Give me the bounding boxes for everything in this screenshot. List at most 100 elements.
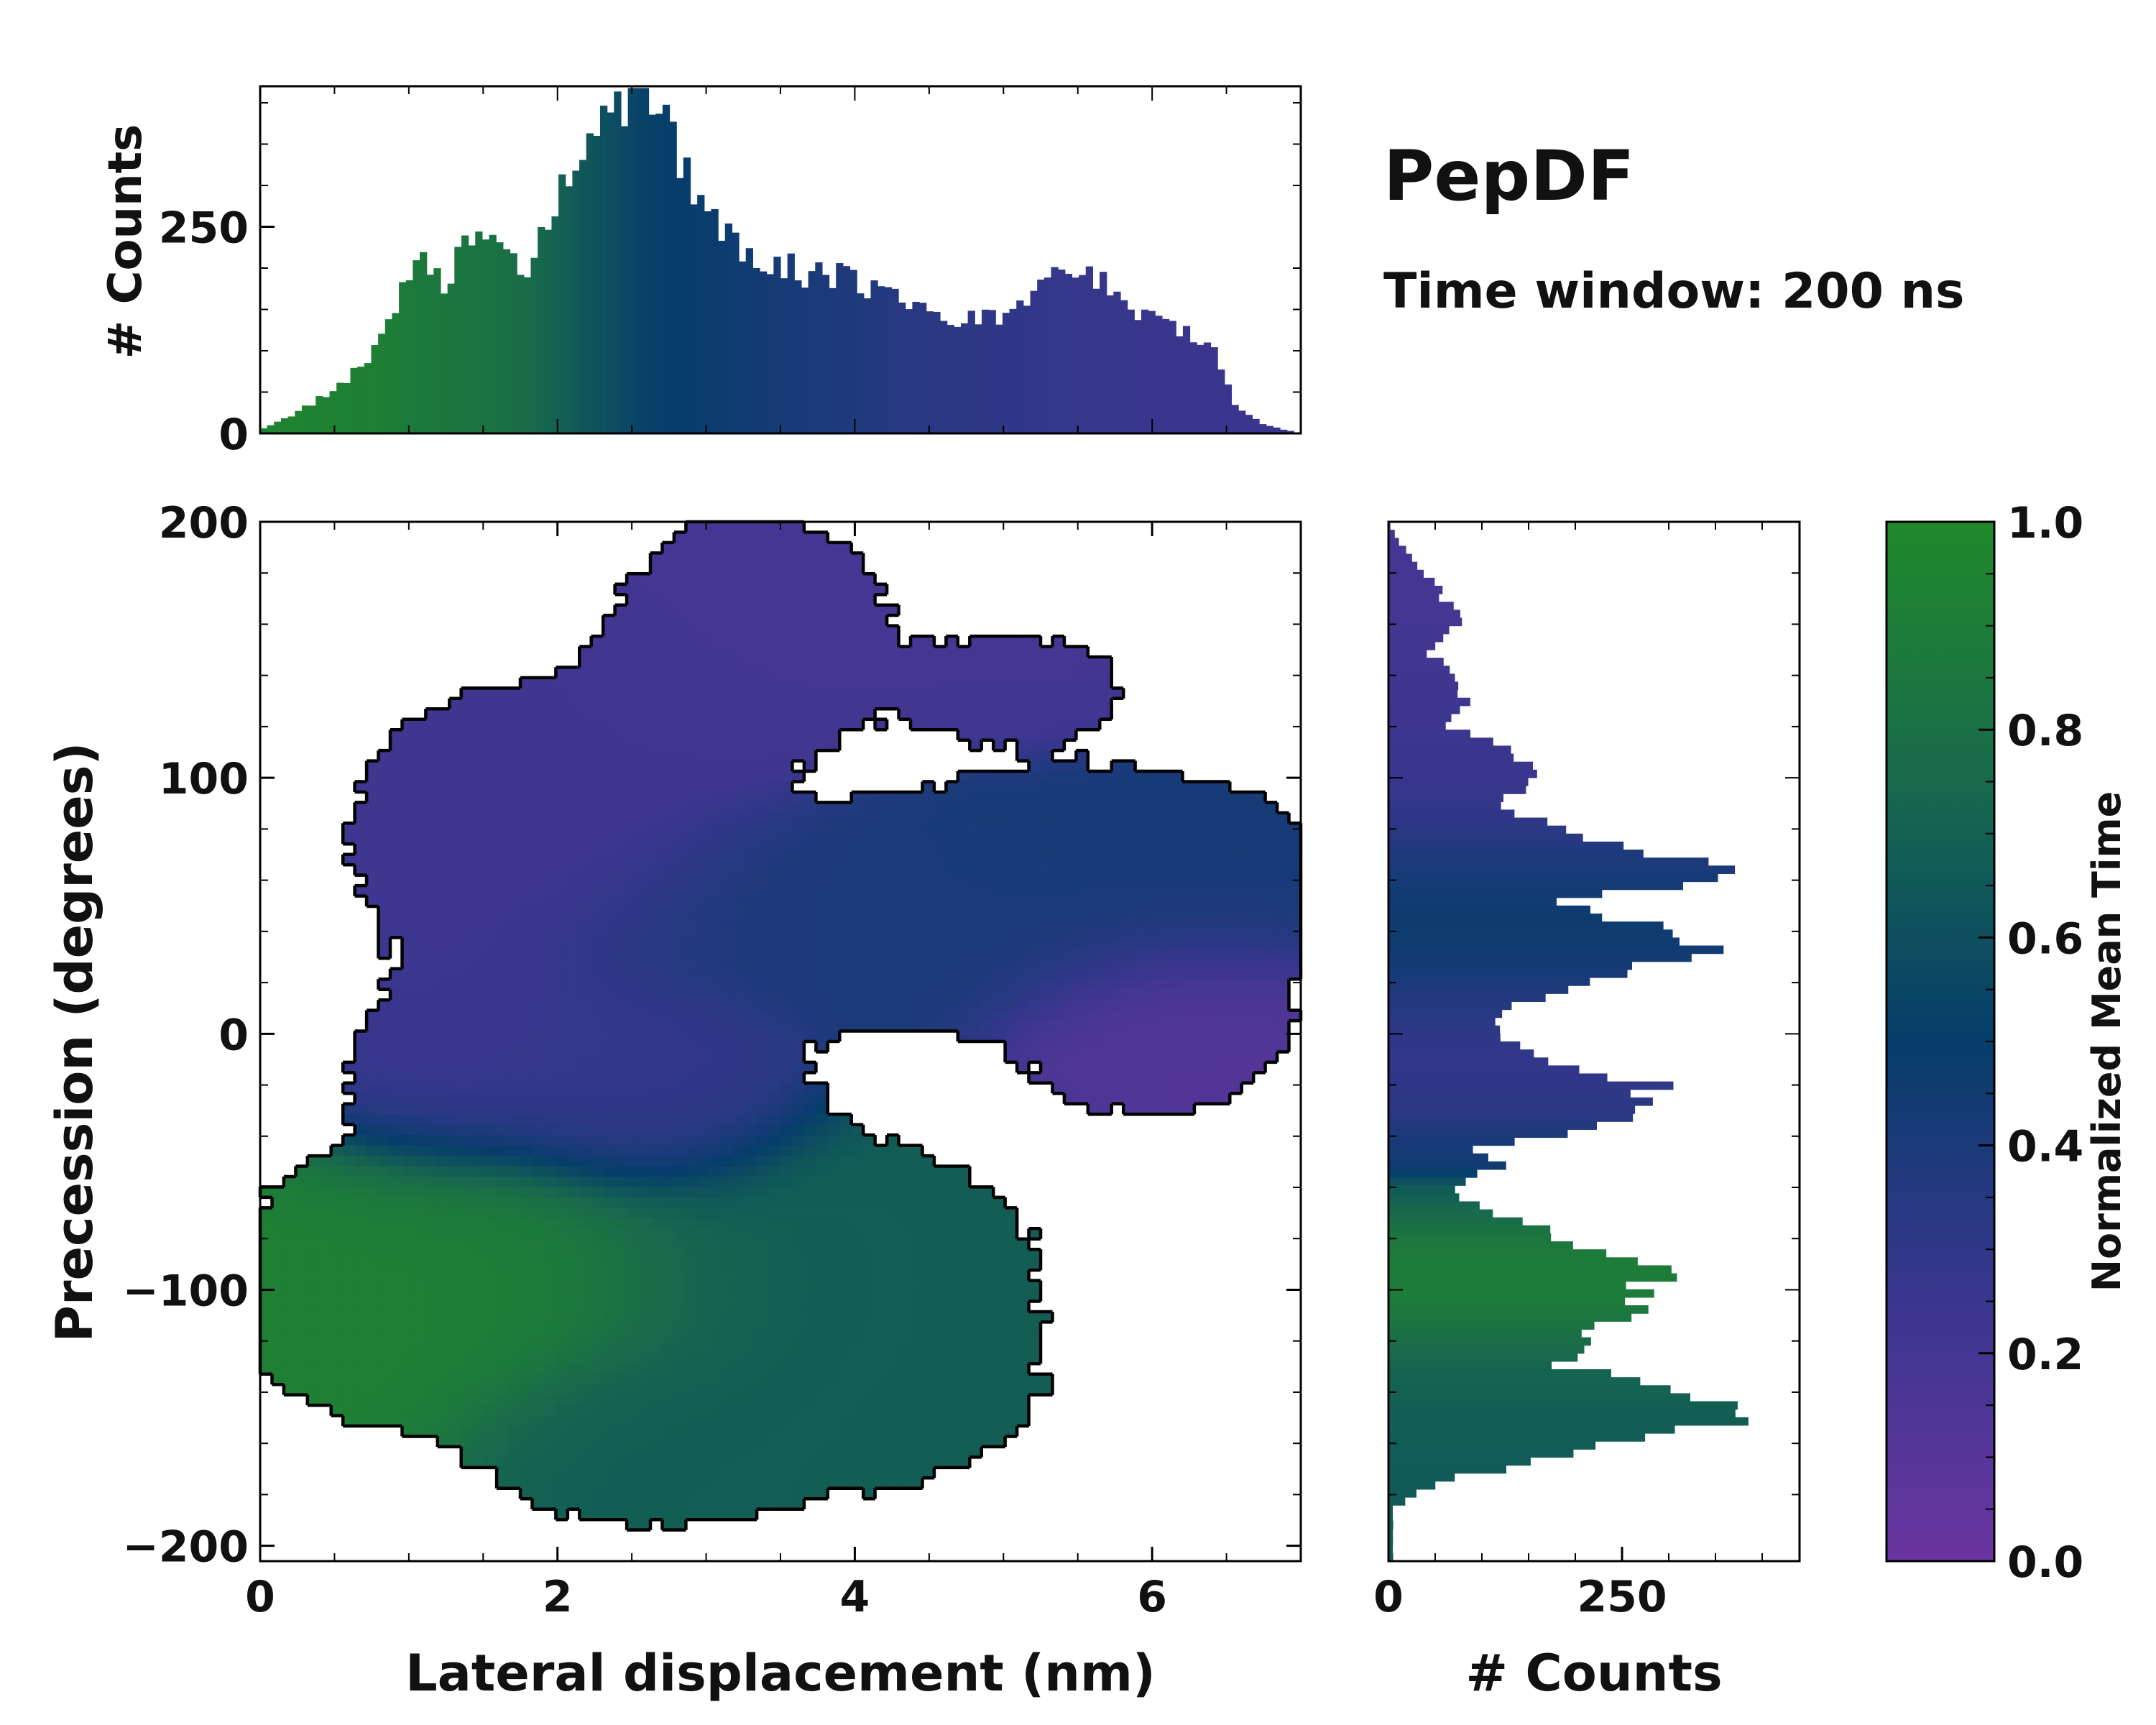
heatmap-cell xyxy=(887,1238,900,1250)
heatmap-cell xyxy=(1064,730,1077,741)
heatmap-cell xyxy=(662,750,675,762)
heatmap-cell xyxy=(721,698,734,709)
heatmap-cell xyxy=(898,896,911,907)
heatmap-cell xyxy=(425,791,438,804)
heatmap-cell xyxy=(591,1052,604,1063)
heatmap-cell xyxy=(579,875,592,886)
heatmap-cell xyxy=(733,1228,746,1240)
heatmap-cell xyxy=(1076,968,1089,980)
heatmap-cell xyxy=(354,1041,367,1053)
heatmap-cell xyxy=(887,875,900,886)
heatmap-cell xyxy=(402,886,415,897)
heatmap-cell xyxy=(473,698,486,709)
heatmap-cell xyxy=(425,771,438,783)
heatmap-cell xyxy=(662,1021,675,1032)
heatmap-cell xyxy=(721,906,734,918)
heatmap-cell xyxy=(768,1156,781,1167)
heatmap-cell xyxy=(449,791,462,804)
heatmap-cell xyxy=(543,1249,556,1261)
heatmap-cell xyxy=(567,1062,580,1073)
heatmap-cell xyxy=(946,1259,959,1271)
heatmap-cell xyxy=(981,958,994,970)
heatmap-cell xyxy=(922,1332,935,1343)
heatmap-cell xyxy=(567,1280,580,1292)
heatmap-cell xyxy=(957,1280,970,1292)
heatmap-cell xyxy=(614,1031,627,1042)
heatmap-cell xyxy=(367,1343,379,1354)
heatmap-cell xyxy=(768,688,781,699)
heatmap-cell xyxy=(508,823,521,834)
heatmap-cell xyxy=(638,1093,651,1105)
heatmap-cell xyxy=(473,937,486,949)
heatmap-cell xyxy=(508,688,521,699)
heatmap-cell xyxy=(803,688,816,699)
heatmap-cell xyxy=(1005,958,1018,970)
heatmap-cell xyxy=(295,1187,308,1198)
heatmap-cell xyxy=(863,1238,876,1250)
heatmap-cell xyxy=(827,979,840,990)
heatmap-cell xyxy=(780,989,793,1000)
heatmap-cell xyxy=(627,740,640,751)
heatmap-cell xyxy=(638,1353,651,1364)
heatmap-cell xyxy=(413,750,426,762)
heatmap-cell xyxy=(367,1208,379,1219)
heatmap-cell xyxy=(721,1082,734,1094)
heatmap-cell xyxy=(934,926,946,938)
heatmap-cell xyxy=(697,688,710,699)
heatmap-cell xyxy=(461,937,474,949)
heatmap-cell xyxy=(413,1374,426,1385)
heatmap-cell xyxy=(1206,989,1219,1000)
heatmap-cell xyxy=(887,1332,900,1343)
heatmap-cell xyxy=(1017,926,1030,938)
heatmap-cell xyxy=(709,1343,722,1354)
heatmap-cell xyxy=(1064,875,1077,886)
heatmap-cell xyxy=(863,979,876,990)
heatmap-cell xyxy=(1158,812,1171,824)
heatmap-cell xyxy=(686,677,699,689)
heatmap-cell xyxy=(532,688,545,699)
top-histogram-bar xyxy=(1016,300,1024,433)
heatmap-cell xyxy=(638,1135,651,1146)
heatmap-cell xyxy=(1217,979,1230,990)
heatmap-cell xyxy=(508,1031,521,1042)
heatmap-cell xyxy=(1111,1010,1124,1021)
heatmap-cell xyxy=(969,636,982,648)
heatmap-cell xyxy=(1076,958,1089,970)
heatmap-cell xyxy=(934,968,946,980)
heatmap-cell xyxy=(709,667,722,678)
heatmap-cell xyxy=(390,854,403,865)
heatmap-cell xyxy=(567,771,580,783)
heatmap-cell xyxy=(579,1114,592,1126)
heatmap-cell xyxy=(911,1280,923,1292)
heatmap-cell xyxy=(733,1000,746,1011)
heatmap-cell xyxy=(497,1301,510,1312)
heatmap-cell xyxy=(1028,646,1041,658)
heatmap-cell xyxy=(378,781,391,793)
heatmap-cell xyxy=(1087,1041,1100,1053)
heatmap-cell xyxy=(295,1208,308,1219)
heatmap-cell xyxy=(934,916,946,928)
heatmap-cell xyxy=(437,1000,450,1011)
heatmap-cell xyxy=(721,1021,734,1032)
heatmap-cell xyxy=(520,771,533,783)
heatmap-cell xyxy=(946,688,959,699)
heatmap-cell xyxy=(757,584,770,595)
heatmap-cell xyxy=(875,886,888,897)
heatmap-cell xyxy=(1076,1052,1089,1063)
heatmap-cell xyxy=(673,1280,686,1292)
heatmap-cell xyxy=(709,1135,722,1146)
heatmap-cell xyxy=(1041,1072,1054,1084)
heatmap-cell xyxy=(803,1208,816,1219)
heatmap-cell xyxy=(911,937,923,949)
heatmap-cell xyxy=(1265,989,1278,1000)
heatmap-cell xyxy=(1135,886,1148,897)
heatmap-cell xyxy=(449,812,462,824)
heatmap-cell xyxy=(591,636,604,648)
heatmap-cell xyxy=(579,937,592,949)
heatmap-cell xyxy=(567,1166,580,1177)
heatmap-cell xyxy=(803,833,816,845)
heatmap-cell xyxy=(733,719,746,730)
heatmap-cell xyxy=(425,1010,438,1021)
heatmap-cell xyxy=(1194,844,1207,855)
heatmap-cell xyxy=(1005,1353,1018,1364)
